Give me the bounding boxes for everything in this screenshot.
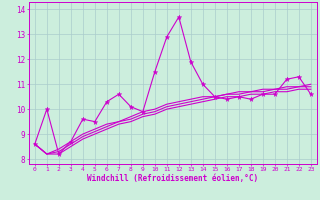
X-axis label: Windchill (Refroidissement éolien,°C): Windchill (Refroidissement éolien,°C) — [87, 174, 258, 183]
